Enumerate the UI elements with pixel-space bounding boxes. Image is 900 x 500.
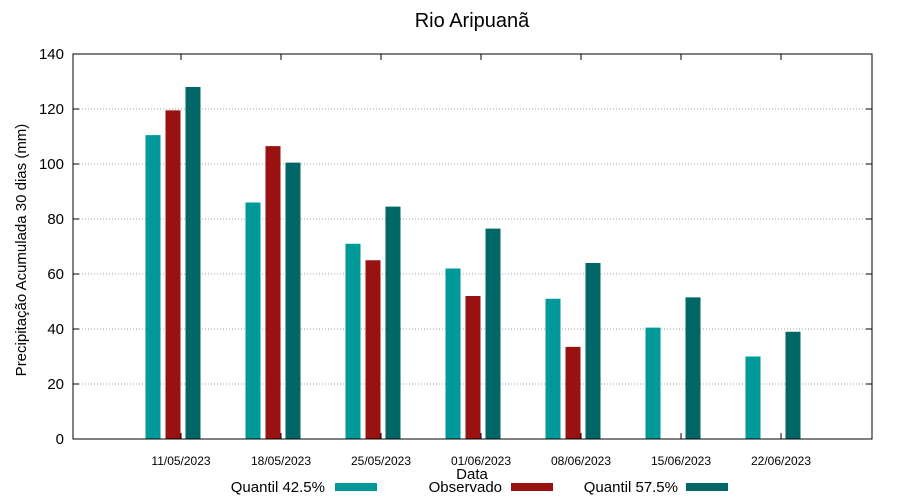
bar-quantil-42-5- bbox=[145, 135, 161, 439]
bar-quantil-57-5- bbox=[585, 263, 601, 439]
bar-quantil-42-5- bbox=[545, 298, 561, 439]
legend-swatch bbox=[335, 483, 377, 491]
x-tick-label: 25/05/2023 bbox=[351, 454, 411, 468]
legend-label: Quantil 42.5% bbox=[231, 479, 325, 496]
chart-title: Rio Aripuanã bbox=[415, 10, 530, 32]
y-tick-label: 140 bbox=[39, 46, 64, 63]
y-tick-label: 20 bbox=[47, 376, 64, 393]
legend-label: Quantil 57.5% bbox=[584, 479, 678, 496]
legend: Quantil 42.5% Observado Quantil 57.5% bbox=[231, 479, 728, 496]
y-tick-label: 80 bbox=[47, 211, 64, 228]
bar-quantil-57-5- bbox=[185, 87, 201, 439]
bars bbox=[145, 87, 801, 439]
y-tick-label: 0 bbox=[56, 431, 64, 448]
bar-quantil-42-5- bbox=[345, 243, 361, 439]
legend-swatch bbox=[511, 483, 553, 491]
bar-observado bbox=[165, 110, 181, 439]
bar-observado bbox=[465, 296, 481, 439]
bar-quantil-57-5- bbox=[785, 331, 801, 439]
y-tick-label: 60 bbox=[47, 266, 64, 283]
ticks: 0 20 40 60 80 100 120 140 11/05/2023 18/05/2023 25… bbox=[39, 46, 872, 468]
y-axis-label: Precipitação Acumulada 30 dias (mm) bbox=[13, 124, 30, 377]
x-tick-label: 11/05/2023 bbox=[151, 454, 210, 468]
y-tick-label: 40 bbox=[47, 321, 64, 338]
y-tick-label: 120 bbox=[39, 101, 64, 118]
bar-quantil-42-5- bbox=[745, 356, 761, 439]
x-axis-label: Data bbox=[456, 466, 488, 483]
bar-quantil-42-5- bbox=[245, 202, 261, 439]
bar-quantil-57-5- bbox=[285, 162, 301, 439]
bar-observado bbox=[265, 146, 281, 439]
y-tick-label: 100 bbox=[39, 156, 64, 173]
bar-quantil-57-5- bbox=[485, 228, 501, 439]
bar-observado bbox=[565, 346, 581, 439]
bar-quantil-42-5- bbox=[645, 327, 661, 439]
x-tick-label: 01/06/2023 bbox=[451, 454, 511, 468]
bar-quantil-57-5- bbox=[385, 206, 401, 439]
plot-frame bbox=[72, 53, 873, 440]
x-tick-label: 22/06/2023 bbox=[751, 454, 811, 468]
x-tick-label: 18/05/2023 bbox=[251, 454, 311, 468]
legend-label: Observado bbox=[429, 479, 502, 496]
x-tick-label: 15/06/2023 bbox=[651, 454, 711, 468]
legend-swatch bbox=[686, 483, 728, 491]
bar-observado bbox=[365, 260, 381, 439]
x-tick-label: 08/06/2023 bbox=[551, 454, 611, 468]
bar-quantil-57-5- bbox=[685, 297, 701, 439]
bar-quantil-42-5- bbox=[445, 268, 461, 439]
